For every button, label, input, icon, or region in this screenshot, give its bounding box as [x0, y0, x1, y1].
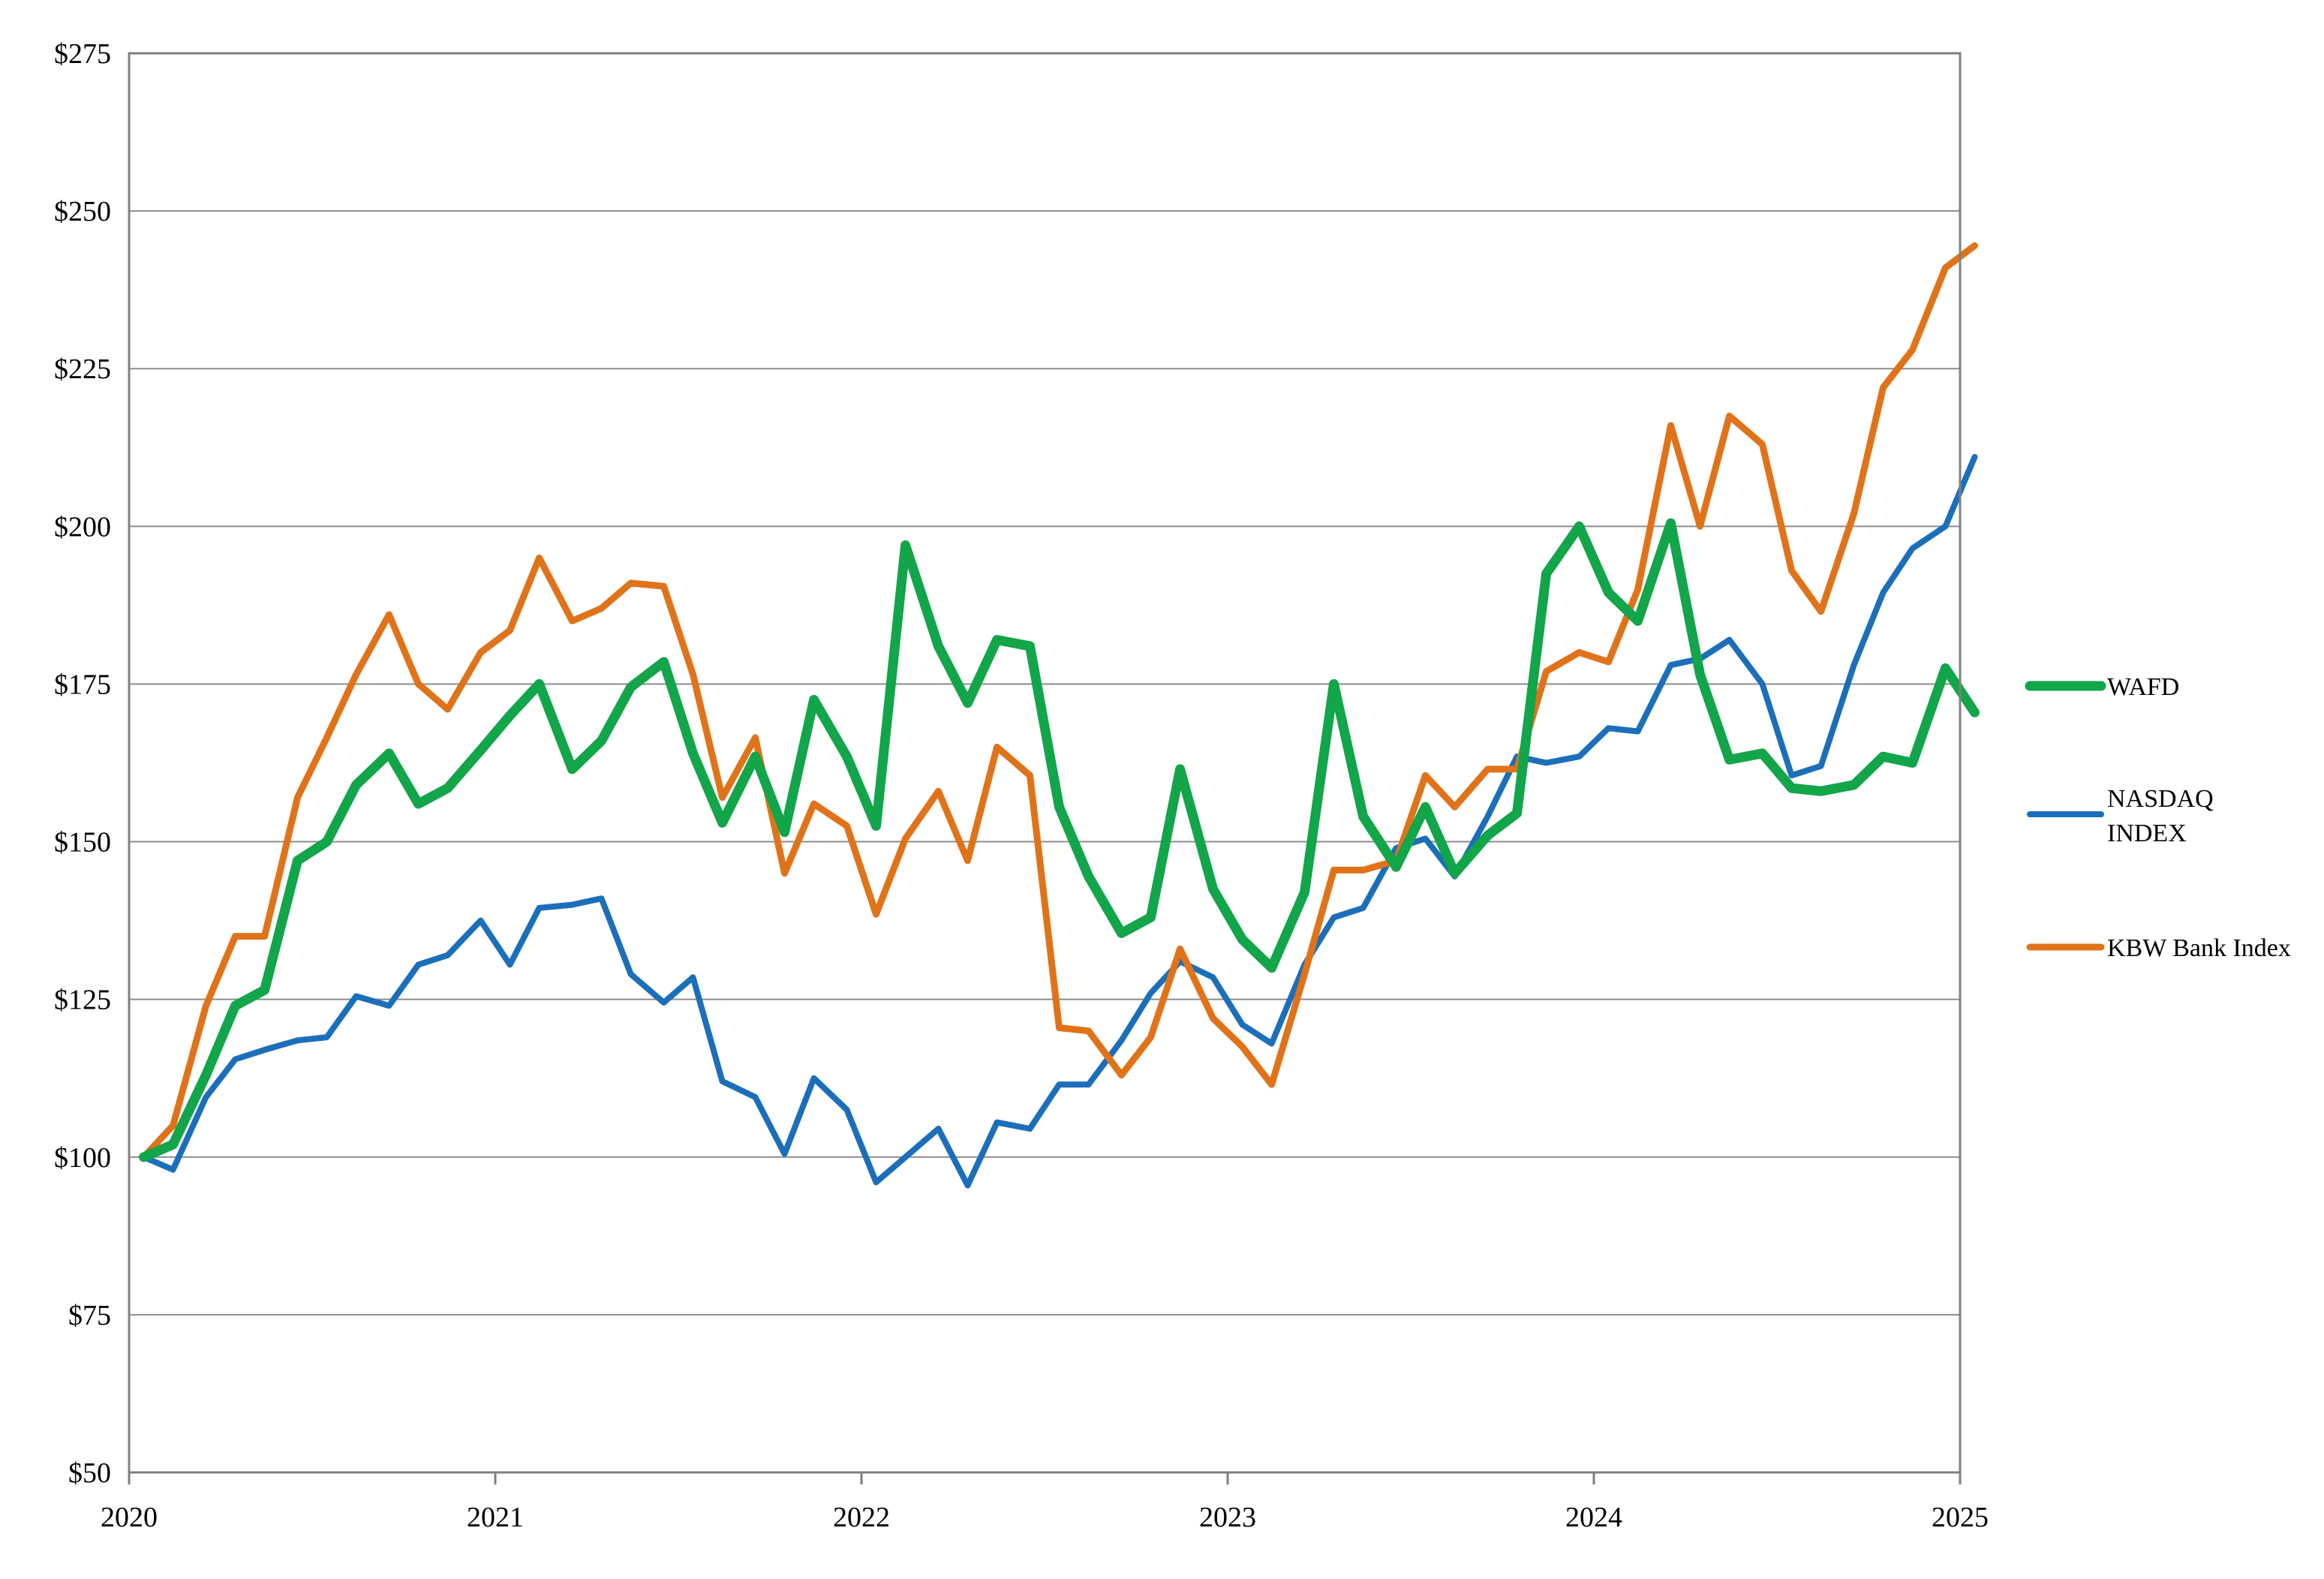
y-tick-label: $225 [54, 353, 111, 385]
y-tick-label: $150 [54, 827, 111, 859]
y-tick-label: $275 [54, 38, 111, 70]
x-tick-label: 2023 [1199, 1502, 1256, 1533]
series-line-nasdaq-index [140, 453, 1978, 1189]
plot-frame [128, 52, 1962, 1474]
x-axis-tick-marks [128, 1472, 1962, 1484]
legend-label: WAFD [2107, 673, 2179, 701]
gridlines [129, 210, 1960, 1316]
x-axis-tick-labels: 2020 2021 2022 2023 2024 2025 [101, 1502, 1989, 1533]
series-line-wafd [139, 518, 1980, 1162]
y-tick-label: $50 [68, 1457, 111, 1489]
y-tick-label: $200 [54, 511, 111, 543]
x-tick-label: 2021 [467, 1502, 524, 1533]
y-tick-label: $125 [54, 985, 111, 1016]
legend: WAFD NASDAQ INDEX KBW Bank Index [2025, 673, 2291, 962]
legend-label: KBW Bank Index [2107, 934, 2291, 962]
y-tick-label: $175 [54, 669, 111, 700]
series-lines [139, 242, 1980, 1189]
y-axis-tick-labels: $50 $75 $100 $125 $150 $175 $200 $225 $250 $275 [54, 38, 111, 1489]
x-tick-label: 2024 [1565, 1502, 1622, 1533]
y-tick-label: $75 [68, 1300, 111, 1331]
y-tick-label: $250 [54, 196, 111, 227]
series-line-kbw-bank-index [140, 242, 1978, 1161]
legend-label: NASDAQ INDEX [2107, 785, 2220, 847]
x-tick-label: 2025 [1932, 1502, 1989, 1533]
x-tick-label: 2020 [101, 1502, 158, 1533]
y-tick-label: $100 [54, 1142, 111, 1174]
x-tick-label: 2022 [833, 1502, 890, 1533]
